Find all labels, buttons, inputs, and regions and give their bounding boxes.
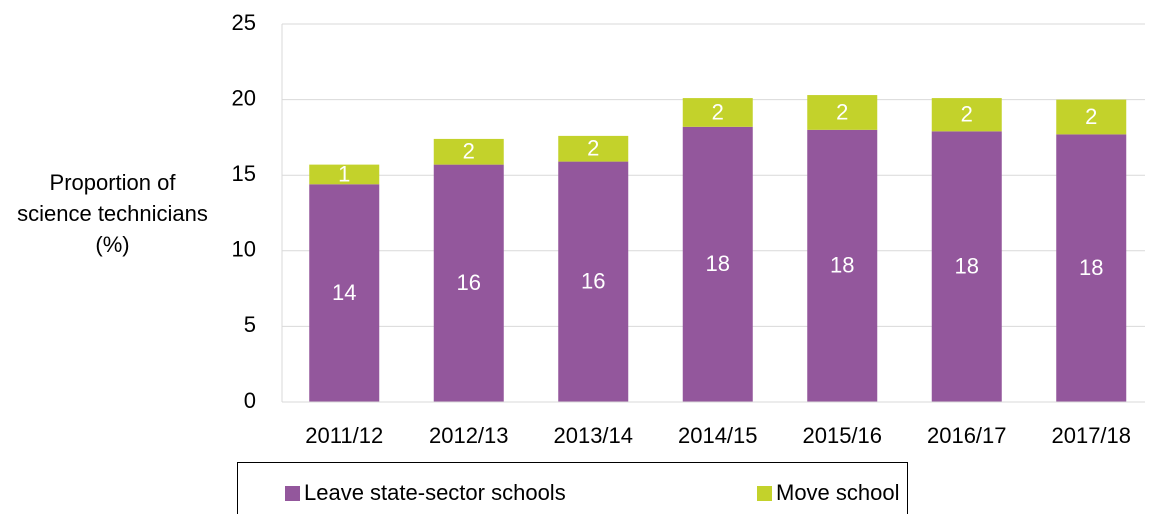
- data-label: 18: [706, 251, 730, 276]
- x-tick-label: 2014/15: [678, 423, 758, 448]
- legend-box: [237, 462, 908, 514]
- bar-segment: [558, 135, 629, 162]
- bar-segment: [682, 98, 753, 127]
- data-label: 2: [1085, 104, 1097, 129]
- data-label: 18: [955, 253, 979, 278]
- bar-segment: [309, 184, 380, 402]
- y-tick-label: 5: [244, 312, 256, 337]
- legend-label: Leave state-sector schools: [304, 480, 566, 505]
- x-tick-label: 2016/17: [927, 423, 1007, 448]
- data-label: 1: [338, 161, 350, 186]
- bar-segment: [931, 131, 1002, 403]
- y-axis-label: Proportion of science technicians (%): [17, 170, 208, 257]
- x-tick-label: 2015/16: [802, 423, 882, 448]
- x-tick-label: 2013/14: [553, 423, 633, 448]
- x-tick-label: 2012/13: [429, 423, 509, 448]
- y-tick-label: 15: [232, 161, 256, 186]
- data-label: 2: [587, 136, 599, 161]
- y-tick-label: 20: [232, 85, 256, 110]
- legend-label: Move school: [776, 480, 900, 505]
- data-label: 14: [332, 280, 356, 305]
- legend-swatch: [285, 486, 300, 501]
- data-label: 2: [836, 99, 848, 124]
- data-label: 2: [463, 139, 475, 164]
- bar-segment: [682, 126, 753, 402]
- bar-segment: [1056, 99, 1127, 135]
- x-tick-label: 2011/12: [305, 423, 383, 448]
- data-label: 16: [457, 270, 481, 295]
- data-label: 18: [830, 253, 854, 278]
- bar-segment: [807, 129, 878, 402]
- x-tick-label: 2017/18: [1051, 423, 1131, 448]
- y-tick-label: 25: [232, 10, 256, 35]
- data-label: 16: [581, 269, 605, 294]
- bar-segment: [558, 161, 629, 402]
- data-label: 2: [712, 99, 724, 124]
- bar-segment: [1056, 134, 1127, 402]
- bar-segment: [309, 164, 380, 185]
- data-label: 2: [961, 102, 973, 127]
- bar-segment: [433, 138, 504, 165]
- bar-segment: [931, 98, 1002, 132]
- y-tick-label: 0: [244, 388, 256, 413]
- bar-segment: [807, 95, 878, 130]
- legend-swatch: [757, 486, 772, 501]
- data-label: 18: [1079, 255, 1103, 280]
- bar-segment: [433, 164, 504, 402]
- y-tick-label: 10: [232, 237, 256, 262]
